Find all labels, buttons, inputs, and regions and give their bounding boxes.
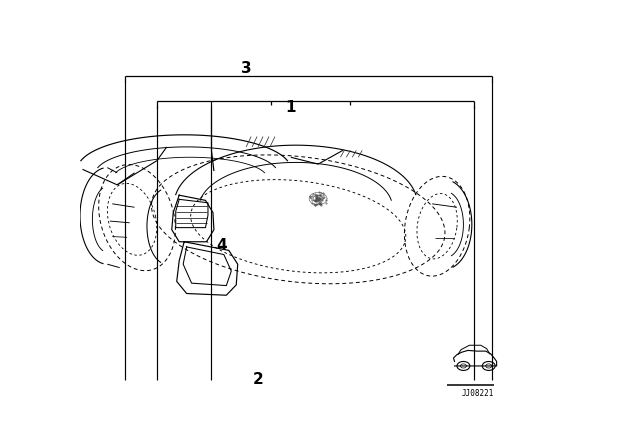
Point bbox=[313, 195, 323, 202]
Text: 4: 4 bbox=[216, 238, 227, 253]
Text: JJ08221: JJ08221 bbox=[462, 389, 494, 398]
Text: 2: 2 bbox=[253, 372, 264, 387]
Text: 1: 1 bbox=[285, 100, 296, 115]
Text: 3: 3 bbox=[241, 61, 252, 76]
